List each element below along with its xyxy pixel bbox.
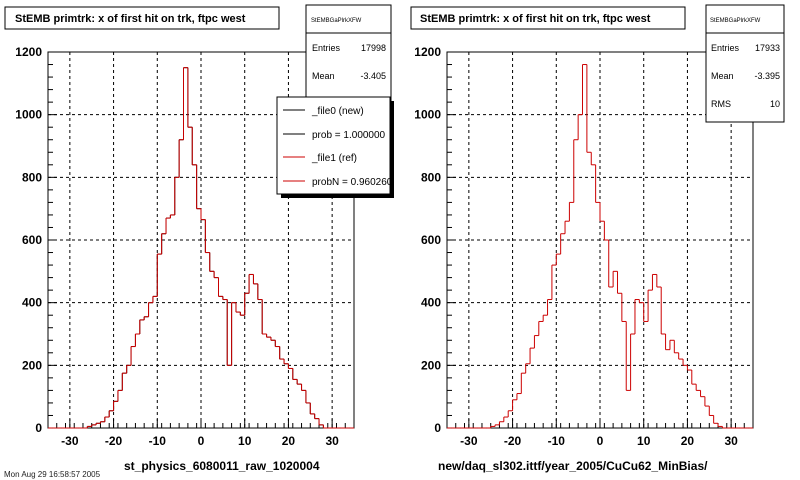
y-tick-label: 600 [22, 233, 42, 247]
tick-labels: -30 -20 -10 0 10 20 30 0 200 400 600 800 1000 1200 [15, 45, 339, 448]
tick-labels: -30 -20 -10 0 10 20 30 0 200 400 600 800 1000 1200 [414, 45, 738, 448]
stats-entries-label: Entries [312, 43, 341, 53]
x-tick-label: 0 [597, 434, 604, 448]
x-tick-label: -10 [548, 434, 566, 448]
y-tick-label: 200 [22, 358, 42, 372]
title-box [410, 6, 686, 30]
stats-name: StEMBGaPlrkXFW [311, 18, 362, 24]
legend-label-1: prob = 1.000000 [312, 130, 386, 141]
stats-entries-value: 17998 [361, 43, 386, 53]
series-1 [48, 67, 354, 429]
y-tick-label: 1200 [15, 45, 42, 59]
x-tick-label: 10 [637, 434, 651, 448]
histogram-panel-right: StEMB primtrk: x of first hit on trk, ft… [410, 4, 785, 473]
chart-title: StEMB primtrk: x of first hit on trk, ft… [420, 13, 651, 25]
y-tick-label: 1000 [15, 108, 42, 122]
stats-name: StEMBGaPlrkXFW [710, 18, 761, 24]
x-tick-label: 30 [724, 434, 738, 448]
x-tick-label: -20 [504, 434, 522, 448]
x-tick-label: -10 [149, 434, 167, 448]
y-tick-label: 400 [421, 296, 441, 310]
y-tick-label: 400 [22, 296, 42, 310]
x-tick-label: 10 [238, 434, 252, 448]
x-axis-label: st_physics_6080011_raw_1020004 [124, 459, 320, 473]
x-tick-label: 20 [681, 434, 695, 448]
y-tick-label: 200 [421, 358, 441, 372]
stats-entries-label: Entries [711, 43, 740, 53]
x-axis-label: new/daq_sl302.ittf/year_2005/CuCu62_MinB… [438, 459, 708, 473]
footer-timestamp: Mon Aug 29 16:58:57 2005 [4, 470, 101, 479]
x-tick-label: -30 [460, 434, 478, 448]
stats-rms-label: RMS [711, 99, 731, 109]
series-0 [447, 64, 753, 429]
y-tick-label: 0 [35, 421, 42, 435]
y-tick-label: 1200 [414, 45, 441, 59]
x-tick-label: 30 [325, 434, 339, 448]
x-tick-label: -30 [61, 434, 79, 448]
x-tick-label: -20 [105, 434, 123, 448]
stats-mean-label: Mean [312, 71, 335, 81]
y-tick-label: 1000 [414, 108, 441, 122]
series-group [48, 67, 354, 429]
legend-label-0: _file0 (new) [311, 106, 364, 117]
grid-lines [447, 51, 753, 428]
stats-mean-label: Mean [711, 71, 734, 81]
histogram-panel-left: StEMB primtrk: x of first hit on trk, ft… [4, 4, 394, 473]
y-tick-label: 600 [421, 233, 441, 247]
axis-ticks [446, 51, 754, 429]
y-tick-label: 800 [22, 170, 42, 184]
stats-box: StEMBGaPlrkXFW Entries 17933 Mean -3.395… [705, 4, 785, 123]
x-tick-label: 20 [282, 434, 296, 448]
x-tick-label: 0 [198, 434, 205, 448]
stats-entries-value: 17933 [755, 43, 780, 53]
chart-title: StEMB primtrk: x of first hit on trk, ft… [15, 13, 246, 25]
series-group [447, 64, 753, 429]
stats-mean-value: -3.405 [360, 71, 386, 81]
axis-ticks [47, 51, 355, 429]
stats-rms-value: 10 [770, 99, 780, 109]
legend-label-2: _file1 (ref) [311, 153, 357, 164]
y-tick-label: 800 [421, 170, 441, 184]
legend-label-3: probN = 0.960260 [312, 177, 393, 188]
legend: _file0 (new) prob = 1.000000 _file1 (ref… [276, 96, 394, 198]
stats-mean-value: -3.395 [754, 71, 780, 81]
y-tick-label: 0 [434, 421, 441, 435]
title-box [4, 6, 280, 30]
